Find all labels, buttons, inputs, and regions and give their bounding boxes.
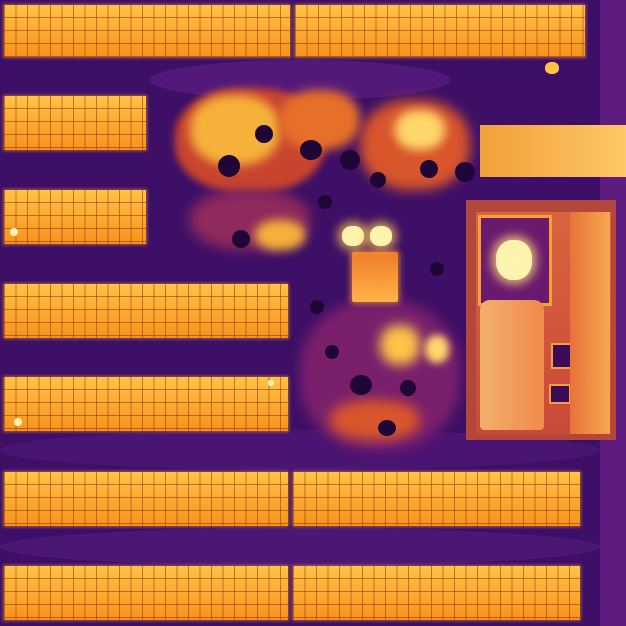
solar-panel-row bbox=[4, 377, 288, 431]
tree-canopy bbox=[232, 230, 250, 248]
tree-canopy bbox=[300, 140, 322, 160]
equipment-hotspot bbox=[370, 226, 392, 246]
solar-panel-row bbox=[293, 566, 580, 620]
tree-canopy bbox=[325, 345, 339, 359]
warm-vegetation-patch bbox=[425, 335, 449, 363]
solar-panel-row bbox=[4, 284, 288, 338]
hot-spot bbox=[545, 62, 559, 74]
tree-canopy bbox=[310, 300, 324, 314]
tree-canopy bbox=[350, 375, 372, 395]
warm-vegetation-patch bbox=[280, 90, 360, 150]
tree-canopy bbox=[378, 420, 396, 436]
tree-canopy bbox=[400, 380, 416, 396]
tree-canopy bbox=[455, 162, 475, 182]
solar-panel-row bbox=[4, 566, 288, 620]
solar-panel-row bbox=[4, 5, 290, 57]
equipment-box bbox=[549, 384, 571, 404]
solar-panel-row bbox=[293, 472, 580, 526]
tree-canopy bbox=[430, 262, 444, 276]
tree-canopy bbox=[370, 172, 386, 188]
warm-vegetation-patch bbox=[255, 220, 305, 250]
tree-canopy bbox=[420, 160, 438, 178]
tree-canopy bbox=[218, 155, 240, 177]
shed-roof bbox=[480, 300, 544, 430]
hot-spot bbox=[14, 418, 22, 426]
vehicle-hotspot bbox=[496, 240, 532, 280]
bare-ground-strip bbox=[480, 125, 626, 177]
tree-canopy bbox=[318, 195, 332, 209]
yard-strip bbox=[570, 212, 610, 434]
warm-vegetation-patch bbox=[330, 400, 420, 440]
ground-cool-patch bbox=[0, 528, 600, 566]
equipment-hotspot bbox=[342, 226, 364, 246]
warm-vegetation-patch bbox=[395, 110, 445, 150]
hot-spot bbox=[10, 228, 18, 236]
equipment-building bbox=[352, 252, 398, 302]
tree-canopy bbox=[340, 150, 360, 170]
solar-panel-row bbox=[4, 190, 146, 244]
hot-spot bbox=[268, 380, 274, 386]
solar-panel-row bbox=[4, 472, 288, 526]
warm-vegetation-patch bbox=[380, 325, 420, 365]
tree-canopy bbox=[255, 125, 273, 143]
solar-panel-row bbox=[4, 96, 146, 150]
solar-panel-row bbox=[295, 5, 585, 57]
